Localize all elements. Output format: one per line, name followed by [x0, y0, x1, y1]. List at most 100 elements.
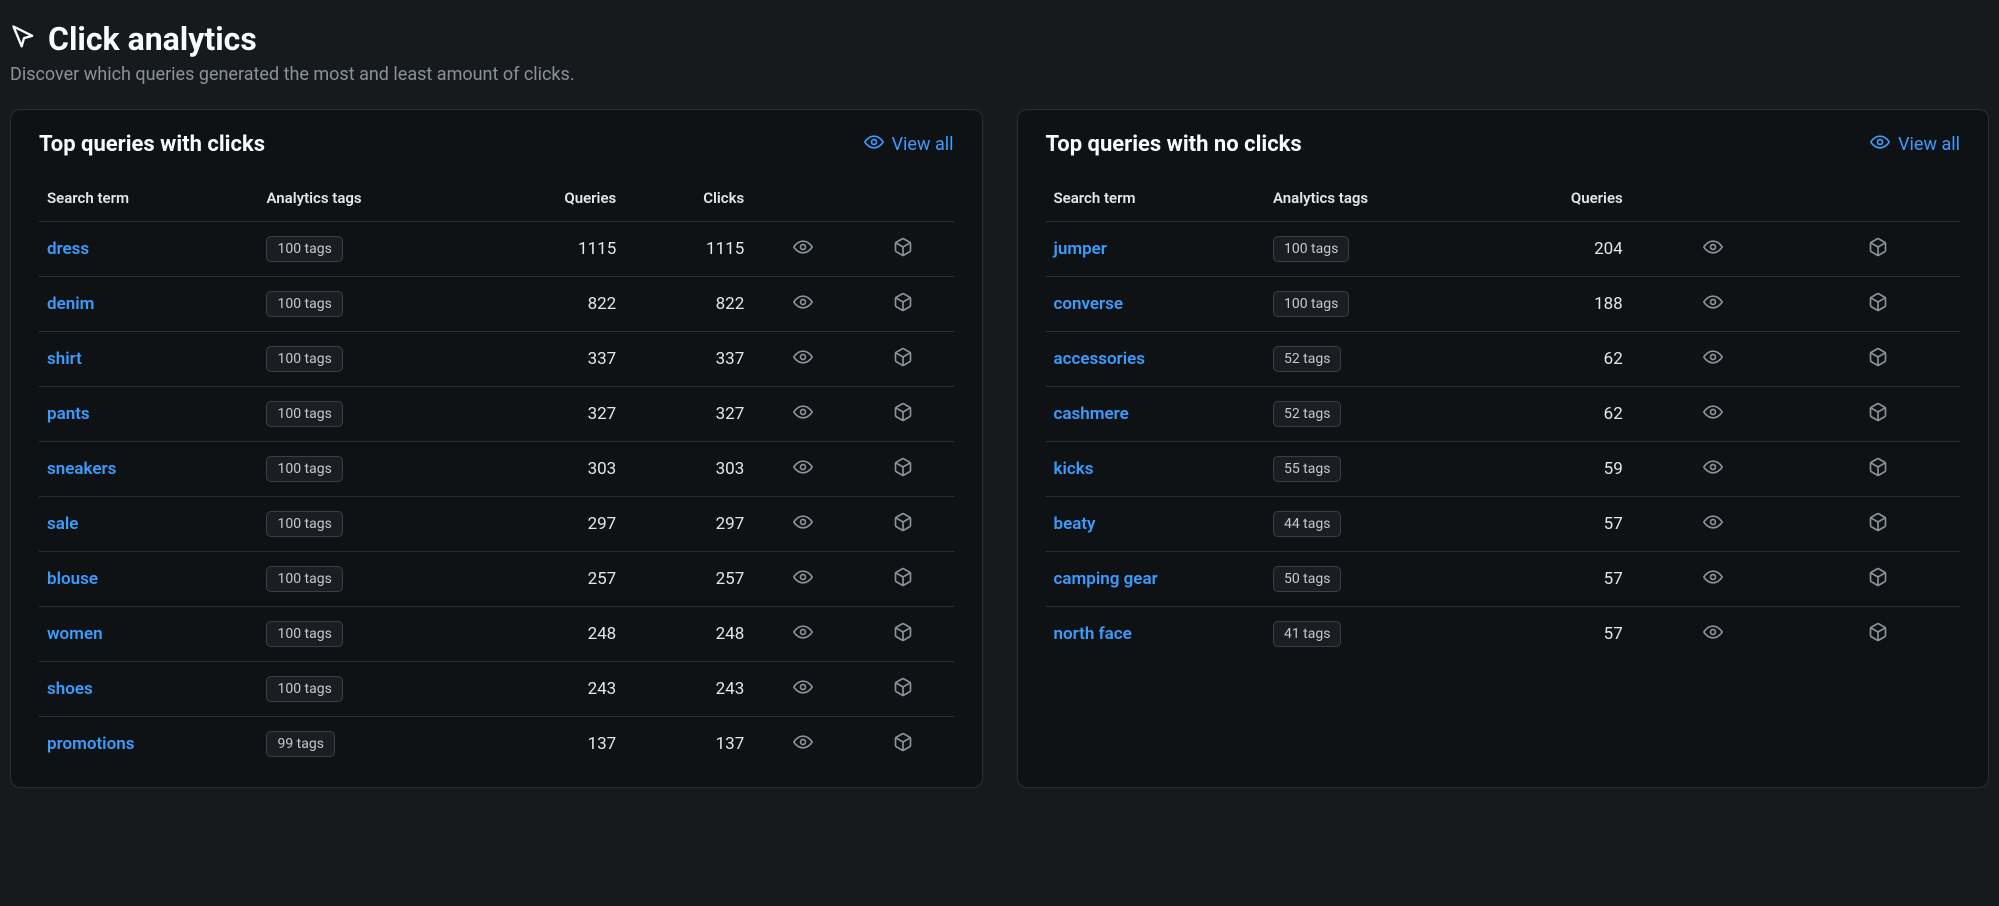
table-row: jumper100 tags204 [1046, 222, 1961, 277]
clicks-value: 243 [624, 662, 752, 717]
panel-header: Top queries with no clicksView all [1046, 132, 1961, 157]
search-term-link[interactable]: sneakers [47, 459, 116, 479]
eye-icon[interactable] [1703, 512, 1723, 532]
page-header: Click analytics [10, 20, 1989, 58]
eye-icon[interactable] [1703, 457, 1723, 477]
eye-icon[interactable] [793, 512, 813, 532]
eye-icon[interactable] [793, 237, 813, 257]
cube-icon[interactable] [1868, 567, 1888, 587]
tags-pill[interactable]: 52 tags [1273, 401, 1342, 427]
search-term-link[interactable]: sale [47, 514, 78, 534]
eye-icon[interactable] [1703, 402, 1723, 422]
clicks-value: 303 [624, 442, 752, 497]
cube-icon[interactable] [1868, 457, 1888, 477]
search-term-link[interactable]: dress [47, 239, 89, 259]
cube-icon[interactable] [893, 622, 913, 642]
tags-pill[interactable]: 99 tags [266, 731, 335, 757]
cube-icon[interactable] [893, 567, 913, 587]
search-term-link[interactable]: promotions [47, 734, 134, 754]
panel-header: Top queries with clicksView all [39, 132, 954, 157]
table-row: converse100 tags188 [1046, 277, 1961, 332]
cube-icon[interactable] [893, 402, 913, 422]
queries-value: 297 [496, 497, 624, 552]
search-term-link[interactable]: beaty [1054, 514, 1096, 534]
tags-pill[interactable]: 100 tags [266, 456, 342, 482]
col-action-view [1631, 177, 1796, 222]
queries-value: 62 [1503, 332, 1631, 387]
queries-value: 59 [1503, 442, 1631, 497]
eye-icon[interactable] [793, 732, 813, 752]
cube-icon[interactable] [893, 677, 913, 697]
cube-icon[interactable] [1868, 347, 1888, 367]
eye-icon[interactable] [1703, 292, 1723, 312]
search-term-link[interactable]: converse [1054, 294, 1124, 314]
tags-pill[interactable]: 100 tags [1273, 236, 1349, 262]
cube-icon[interactable] [893, 457, 913, 477]
clicks-value: 257 [624, 552, 752, 607]
tags-pill[interactable]: 100 tags [266, 676, 342, 702]
table-row: camping gear50 tags57 [1046, 552, 1961, 607]
tags-pill[interactable]: 100 tags [1273, 291, 1349, 317]
cube-icon[interactable] [893, 512, 913, 532]
eye-icon[interactable] [793, 402, 813, 422]
cube-icon[interactable] [893, 237, 913, 257]
tags-pill[interactable]: 100 tags [266, 511, 342, 537]
eye-icon[interactable] [1703, 237, 1723, 257]
search-term-link[interactable]: shirt [47, 349, 82, 369]
tags-pill[interactable]: 52 tags [1273, 346, 1342, 372]
table-row: cashmere52 tags62 [1046, 387, 1961, 442]
cube-icon[interactable] [1868, 622, 1888, 642]
panel-withClicks: Top queries with clicksView allSearch te… [10, 109, 983, 788]
tags-pill[interactable]: 41 tags [1273, 621, 1342, 647]
search-term-link[interactable]: cashmere [1054, 404, 1129, 424]
eye-icon[interactable] [1703, 622, 1723, 642]
clicks-value: 1115 [624, 222, 752, 277]
eye-icon[interactable] [1703, 567, 1723, 587]
table-row: kicks 55 tags 59 [1046, 442, 1961, 497]
search-term-link[interactable]: shoes [47, 679, 93, 699]
cube-icon[interactable] [1868, 512, 1888, 532]
cursor-icon [10, 23, 38, 55]
eye-icon[interactable] [1703, 347, 1723, 367]
col-clicks: Clicks [624, 177, 752, 222]
table-row: women100 tags248248 [39, 607, 954, 662]
cube-icon[interactable] [893, 732, 913, 752]
eye-icon[interactable] [793, 567, 813, 587]
tags-pill[interactable]: 44 tags [1273, 511, 1342, 537]
cube-icon[interactable] [893, 292, 913, 312]
search-term-link[interactable]: north face [1054, 624, 1132, 644]
panels-container: Top queries with clicksView allSearch te… [10, 109, 1989, 788]
clicks-value: 297 [624, 497, 752, 552]
view-all-link[interactable]: View all [1870, 132, 1960, 157]
cube-icon[interactable] [1868, 292, 1888, 312]
clicks-value: 337 [624, 332, 752, 387]
search-term-link[interactable]: women [47, 624, 103, 644]
search-term-link[interactable]: kicks [1054, 459, 1094, 479]
search-term-link[interactable]: denim [47, 294, 94, 314]
tags-pill[interactable]: 100 tags [266, 236, 342, 262]
view-all-label: View all [892, 134, 954, 155]
eye-icon[interactable] [793, 347, 813, 367]
tags-pill[interactable]: 50 tags [1273, 566, 1342, 592]
tags-pill[interactable]: 100 tags [266, 291, 342, 317]
search-term-link[interactable]: accessories [1054, 349, 1146, 369]
eye-icon[interactable] [793, 457, 813, 477]
eye-icon[interactable] [793, 677, 813, 697]
view-all-link[interactable]: View all [864, 132, 954, 157]
col-analytics-tags: Analytics tags [1265, 177, 1503, 222]
tags-pill[interactable]: 55 tags [1273, 456, 1342, 482]
cube-icon[interactable] [1868, 237, 1888, 257]
search-term-link[interactable]: pants [47, 404, 90, 424]
tags-pill[interactable]: 100 tags [266, 566, 342, 592]
search-term-link[interactable]: blouse [47, 569, 98, 589]
eye-icon[interactable] [793, 622, 813, 642]
search-term-link[interactable]: camping gear [1054, 569, 1158, 589]
tags-pill[interactable]: 100 tags [266, 346, 342, 372]
cube-icon[interactable] [893, 347, 913, 367]
search-term-link[interactable]: jumper [1054, 239, 1107, 259]
eye-icon[interactable] [793, 292, 813, 312]
tags-pill[interactable]: 100 tags [266, 401, 342, 427]
tags-pill[interactable]: 100 tags [266, 621, 342, 647]
cube-icon[interactable] [1868, 402, 1888, 422]
queries-value: 57 [1503, 607, 1631, 662]
